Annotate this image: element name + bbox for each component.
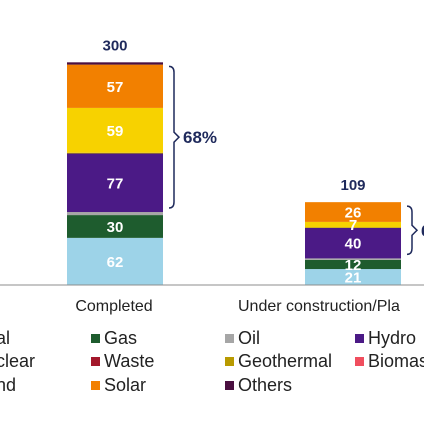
legend-label-5: Waste (104, 351, 154, 371)
legend-label-3: Hydro (368, 328, 416, 348)
legend-swatch-1 (91, 334, 100, 343)
segment-label-gas-0: 30 (107, 219, 124, 236)
legend-label-0: al (0, 328, 10, 348)
legend-swatch-5 (91, 357, 100, 366)
bar-segment-solar-1 (305, 221, 401, 228)
segment-label-others-1: 26 (345, 205, 362, 222)
segment-label-hydro-1: 40 (345, 236, 362, 253)
legend-label-8: nd (0, 375, 16, 395)
legend-swatch-2 (225, 334, 234, 343)
category-labels-group: Completed Under construction/Pla (75, 298, 400, 315)
bar-segment-others-1 (305, 202, 401, 222)
bracket-1 (406, 205, 419, 256)
legend-swatch-3 (355, 334, 364, 343)
legend-label-7: Biomas (368, 351, 424, 371)
category-label-1: Under construction/Pla (238, 298, 400, 315)
bar-segment-gas-0 (67, 215, 163, 238)
bar-segment-hydro-1 (305, 228, 401, 259)
bar-segment-geothermal-0 (67, 152, 163, 154)
bracket-label-0: 68% (183, 128, 217, 147)
bar-segment-solar-0 (67, 107, 163, 153)
segment-label-wind-1: 21 (345, 270, 362, 287)
legend-label-2: Oil (238, 328, 260, 348)
legend-swatch-9 (91, 381, 100, 390)
legend-swatch-6 (225, 357, 234, 366)
legend-swatch-7 (355, 357, 364, 366)
segment-label-solar-0: 59 (107, 123, 124, 140)
category-label-0: Completed (75, 298, 152, 315)
legend-label-1: Gas (104, 328, 137, 348)
segment-label-hydro-0: 77 (107, 175, 124, 192)
bar-segment-geothermal-1 (305, 227, 401, 228)
brackets-group: 68% 6 (168, 65, 424, 256)
segment-label-wind-0: 62 (107, 254, 124, 271)
segment-label-gas-1: 12 (345, 257, 362, 274)
legend: al Gas Oil Hydro clear Waste Geothermal Biomas n… (0, 328, 424, 395)
legend-label-4: clear (0, 351, 35, 371)
bar-segment-wind-0 (67, 237, 163, 285)
total-label-0: 300 (102, 37, 127, 54)
legend-label-10: Others (238, 375, 292, 395)
segment-label-solar-1: 7 (349, 217, 357, 234)
legend-label-6: Geothermal (238, 351, 332, 371)
segment-label-others-0: 57 (107, 79, 124, 96)
bar-segment-oil-1 (305, 258, 401, 260)
total-label-1: 109 (340, 177, 365, 194)
legend-swatch-10 (225, 381, 234, 390)
bar-segment-wind-1 (305, 269, 401, 285)
bar-segment-hydro-0 (67, 153, 163, 213)
bracket-0 (168, 65, 181, 209)
bar-segment-oil-0 (67, 212, 163, 216)
bracket-label-1: 6 (421, 221, 424, 240)
bar-segment-others2-0 (67, 62, 163, 65)
bar-segment-gas-1 (305, 259, 401, 270)
bar-segment-others-0 (67, 64, 163, 108)
legend-label-9: Solar (104, 375, 146, 395)
